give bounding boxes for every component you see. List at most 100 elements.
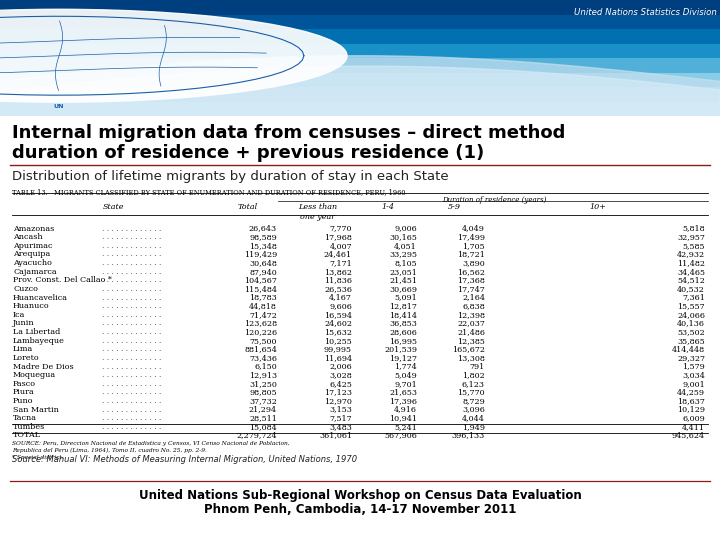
Text: 165,672: 165,672 [452, 345, 485, 353]
Text: 87,940: 87,940 [249, 268, 277, 276]
Text: 40,532: 40,532 [677, 285, 705, 293]
Text: 75,500: 75,500 [250, 336, 277, 345]
Text: 8,729: 8,729 [462, 397, 485, 405]
Text: Apurimac: Apurimac [13, 242, 53, 250]
Text: 16,995: 16,995 [389, 336, 417, 345]
Text: 17,368: 17,368 [457, 276, 485, 285]
Text: 34,465: 34,465 [677, 268, 705, 276]
Bar [0, 72, 720, 87]
Text: 21,486: 21,486 [457, 328, 485, 336]
Text: 15,632: 15,632 [324, 328, 352, 336]
Text: 6,123: 6,123 [462, 380, 485, 388]
Bar [0, 44, 720, 58]
Text: 119,429: 119,429 [244, 251, 277, 259]
Text: Lambayeque: Lambayeque [13, 336, 65, 345]
Text: . . . . . . . . . . . . .: . . . . . . . . . . . . . [102, 336, 161, 345]
Text: 5,049: 5,049 [395, 371, 417, 379]
Text: . . . . . . . . . . . . .: . . . . . . . . . . . . . [102, 423, 161, 431]
Text: 7,517: 7,517 [329, 414, 352, 422]
Text: . . . . . . . . . . . . .: . . . . . . . . . . . . . [102, 320, 161, 327]
Text: 9,006: 9,006 [395, 225, 417, 233]
Text: Lima: Lima [13, 345, 33, 353]
Text: Loreto: Loreto [13, 354, 40, 362]
Text: 396,133: 396,133 [451, 431, 485, 440]
Text: Cuzco: Cuzco [13, 285, 38, 293]
Text: Source: Manual VI: Methods of Measuring Internal Migration, United Nations, 1970: Source: Manual VI: Methods of Measuring … [12, 455, 357, 464]
Text: . . . . . . . . . . . . .: . . . . . . . . . . . . . [102, 268, 161, 276]
Text: 6,425: 6,425 [329, 380, 352, 388]
Text: 1,949: 1,949 [462, 423, 485, 431]
Text: 10,255: 10,255 [324, 336, 352, 345]
Text: Puno: Puno [13, 397, 34, 405]
Text: La Libertad: La Libertad [13, 328, 60, 336]
Text: . . . . . . . . . . . . .: . . . . . . . . . . . . . [102, 302, 161, 310]
Text: . . . . . . . . . . . . .: . . . . . . . . . . . . . [102, 397, 161, 405]
Text: . . . . . . . . . . . . .: . . . . . . . . . . . . . [102, 259, 161, 267]
Text: 15,770: 15,770 [457, 388, 485, 396]
Text: 33,295: 33,295 [389, 251, 417, 259]
Bar [0, 0, 720, 15]
Text: State: State [103, 204, 125, 211]
Text: 21,451: 21,451 [389, 276, 417, 285]
Text: 5,585: 5,585 [683, 242, 705, 250]
Text: 71,472: 71,472 [249, 311, 277, 319]
Text: . . . . . . . . . . . . .: . . . . . . . . . . . . . [102, 345, 161, 353]
Text: 3,096: 3,096 [462, 406, 485, 414]
Text: 2,279,724: 2,279,724 [236, 431, 277, 440]
Text: 2,164: 2,164 [462, 294, 485, 301]
Text: Ayacucho: Ayacucho [13, 259, 52, 267]
Text: . . . . . . . . . . . . .: . . . . . . . . . . . . . [102, 276, 161, 285]
Text: . . . . . . . . . . . . .: . . . . . . . . . . . . . [102, 233, 161, 241]
Text: Ancash: Ancash [13, 233, 42, 241]
Text: . . . . . . . . . . . . .: . . . . . . . . . . . . . [102, 328, 161, 336]
Text: 36,853: 36,853 [389, 320, 417, 327]
Text: . . . . . . . . . . . . .: . . . . . . . . . . . . . [102, 354, 161, 362]
Text: 945,624: 945,624 [672, 431, 705, 440]
Text: 98,589: 98,589 [249, 233, 277, 241]
Text: 1-4: 1-4 [381, 204, 394, 211]
Text: Moquegua: Moquegua [13, 371, 56, 379]
Text: 5,818: 5,818 [683, 225, 705, 233]
Text: TOTAL: TOTAL [13, 431, 41, 440]
Text: 17,499: 17,499 [457, 233, 485, 241]
Text: 53,502: 53,502 [678, 328, 705, 336]
Text: 2,006: 2,006 [329, 362, 352, 370]
Text: 4,044: 4,044 [462, 414, 485, 422]
Text: 73,436: 73,436 [249, 354, 277, 362]
Text: Huancavelica: Huancavelica [13, 294, 68, 301]
Text: 32,957: 32,957 [677, 233, 705, 241]
Circle shape [0, 9, 347, 102]
Text: 16,594: 16,594 [324, 311, 352, 319]
Text: 18,783: 18,783 [249, 294, 277, 301]
Text: 17,123: 17,123 [324, 388, 352, 396]
Text: . . . . . . . . . . . . .: . . . . . . . . . . . . . [102, 285, 161, 293]
Text: 123,628: 123,628 [244, 320, 277, 327]
Text: 30,669: 30,669 [389, 285, 417, 293]
Text: 567,906: 567,906 [384, 431, 417, 440]
Text: 6,150: 6,150 [254, 362, 277, 370]
Text: Tacna: Tacna [13, 414, 37, 422]
Polygon shape [0, 66, 720, 116]
Text: United Nations Sub-Regional Workshop on Census Data Evaluation: United Nations Sub-Regional Workshop on … [139, 489, 581, 502]
Text: 4,049: 4,049 [462, 225, 485, 233]
Text: . . . . . . . . . . . . .: . . . . . . . . . . . . . [102, 380, 161, 388]
Text: 42,932: 42,932 [677, 251, 705, 259]
Text: Junin: Junin [13, 320, 35, 327]
Text: 12,817: 12,817 [389, 302, 417, 310]
Text: Republica del Peru (Lima, 1964), Tomo II, cuadro No. 25, pp. 2-9.: Republica del Peru (Lima, 1964), Tomo II… [12, 448, 207, 454]
Text: . . . . . . . . . . . . .: . . . . . . . . . . . . . [102, 294, 161, 301]
Text: 8,105: 8,105 [395, 259, 417, 267]
Text: 4,007: 4,007 [329, 242, 352, 250]
Text: 29,327: 29,327 [677, 354, 705, 362]
Text: . . . . . . . . . . . . .: . . . . . . . . . . . . . [102, 362, 161, 370]
Text: 4,051: 4,051 [395, 242, 417, 250]
Text: 23,051: 23,051 [389, 268, 417, 276]
Text: 1,802: 1,802 [462, 371, 485, 379]
Text: 24,602: 24,602 [324, 320, 352, 327]
Text: 28,606: 28,606 [389, 328, 417, 336]
Text: SOURCE: Peru, Direccion Nacional de Estadistica y Censos, VI Censo Nacional de P: SOURCE: Peru, Direccion Nacional de Esta… [12, 441, 289, 446]
Polygon shape [0, 56, 720, 116]
Text: 104,567: 104,567 [244, 276, 277, 285]
Text: . . . . . . . . . . . . .: . . . . . . . . . . . . . [102, 414, 161, 422]
Text: 4,411: 4,411 [682, 423, 705, 431]
